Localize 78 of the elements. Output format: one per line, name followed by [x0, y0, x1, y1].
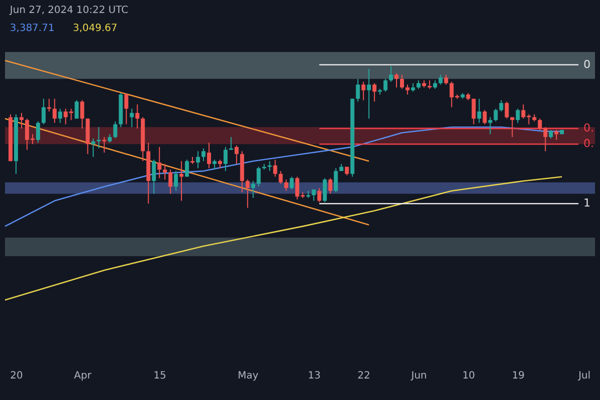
candlestick [246, 179, 250, 208]
candlestick [212, 159, 217, 170]
text: 3,049.67 [72, 23, 118, 34]
x-tick-label: May [238, 370, 259, 382]
candlestick [317, 188, 322, 203]
candlestick [290, 176, 294, 190]
candlestick [488, 116, 492, 135]
candlestick [224, 146, 228, 172]
candlestick [482, 110, 487, 125]
candlestick [372, 82, 376, 102]
candlestick [80, 100, 84, 130]
series-label: 1 [583, 196, 590, 210]
candlestick [361, 81, 366, 101]
candlestick [20, 112, 24, 130]
candlestick [58, 108, 62, 124]
x-tick-label: 10 [462, 370, 476, 382]
text: 3,387.71 [10, 23, 54, 34]
candlestick [268, 160, 272, 172]
x-tick-label: 19 [512, 370, 525, 382]
candlestick [383, 78, 388, 92]
x-tick-label: 20 [10, 370, 23, 382]
candlestick [400, 74, 404, 90]
x-tick-label: 15 [154, 370, 166, 382]
candlestick [472, 98, 476, 125]
series-label: 0. [583, 137, 594, 150]
x-tick-label: Jul [577, 370, 591, 382]
candlestick [162, 163, 167, 180]
candlestick [96, 126, 101, 149]
candlestick [477, 98, 482, 124]
candlestick [202, 148, 206, 162]
candlestick [152, 159, 156, 194]
candlestick [229, 136, 234, 150]
candlestick [174, 170, 178, 192]
candlestick [328, 178, 332, 194]
candlestick [510, 116, 514, 138]
candlestick [234, 145, 239, 164]
candlestick [36, 120, 40, 144]
candlestick [196, 150, 200, 169]
candlestick [52, 98, 57, 124]
candlestick [538, 118, 542, 130]
candlestick [124, 92, 128, 125]
candlestick [42, 98, 46, 125]
candlestick [135, 104, 140, 130]
candlestick [278, 170, 283, 184]
candlestick [130, 108, 134, 128]
candlestick [366, 68, 371, 120]
candlestick [504, 101, 509, 120]
x-tick-label: Jun [410, 370, 427, 382]
candlestick [388, 66, 393, 82]
candlestick [113, 120, 118, 139]
series-label: 0. [583, 122, 594, 135]
candlestick [334, 168, 338, 193]
candlestick [256, 166, 261, 188]
candlestick [102, 136, 106, 154]
x-tick-label: Apr [74, 370, 92, 382]
candlestick [284, 179, 288, 192]
x-tick-label: 13 [308, 370, 321, 382]
candlestick [74, 100, 79, 120]
candlestick [494, 108, 498, 122]
candlestick [406, 84, 410, 96]
candlestick [273, 159, 278, 178]
candlestick [543, 126, 548, 152]
candlestick [356, 78, 360, 102]
candlestick [168, 169, 172, 194]
candlestick [444, 74, 448, 86]
candlestick [438, 74, 443, 86]
text: Jun 27, 2024 10:22 UTC [8, 5, 128, 16]
candlestick [251, 180, 256, 198]
candlestick [394, 72, 398, 88]
series-label: 0 [583, 58, 590, 71]
x-tick-label: 22 [358, 370, 370, 382]
candlestick [184, 159, 189, 178]
candlestick [516, 108, 520, 124]
candlestick [157, 146, 162, 179]
candlestick [295, 176, 300, 200]
candlestick [207, 142, 212, 169]
candlestick [499, 100, 504, 112]
candlestick [322, 178, 327, 203]
